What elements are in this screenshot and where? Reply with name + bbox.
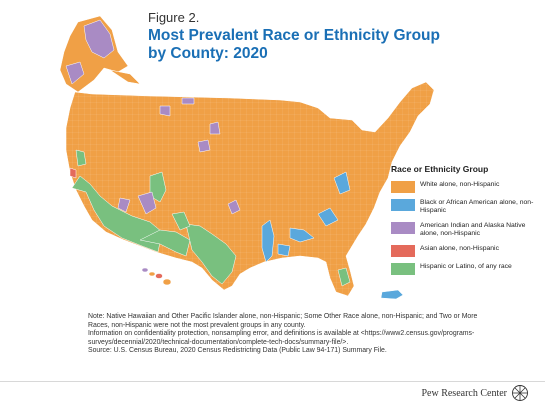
- legend-item-asian: Asian alone, non-Hispanic: [391, 244, 541, 257]
- contiguous-us: [65, 81, 435, 297]
- footer-divider: [0, 381, 545, 382]
- legend-label-hispanic: Hispanic or Latino, of any race: [420, 262, 512, 270]
- map-legend: Race or Ethnicity Group White alone, non…: [391, 164, 541, 281]
- figure-label: Figure 2.: [148, 10, 200, 25]
- legend-item-hispanic: Hispanic or Latino, of any race: [391, 262, 541, 275]
- legend-item-native: American Indian and Alaska Native alone,…: [391, 221, 541, 239]
- hawaii-region: [141, 267, 172, 286]
- legend-swatch-white: [391, 181, 415, 193]
- brand-name: Pew Research Center: [421, 388, 507, 399]
- legend-swatch-black: [391, 199, 415, 211]
- legend-label-native: American Indian and Alaska Native alone,…: [420, 221, 526, 238]
- legend-item-black: Black or African American alone, non-His…: [391, 199, 541, 216]
- legend-label-white: White alone, non-Hispanic: [420, 181, 500, 188]
- legend-label-black: Black or African American alone, non-His…: [420, 199, 534, 215]
- legend-title: Race or Ethnicity Group: [391, 164, 489, 174]
- legend-swatch-native: [391, 221, 415, 234]
- figure-title: Most Prevalent Race or Ethnicity Group b…: [148, 27, 440, 62]
- legend-label-asian: Asian alone, non-Hispanic: [420, 244, 499, 252]
- legend-swatch-asian: [391, 244, 415, 257]
- figure-notes: Note: Native Hawaiian and Other Pacific …: [88, 313, 498, 356]
- source-text: Source: U.S. Census Bureau, 2020 Census …: [88, 347, 387, 355]
- pew-logo-icon: [512, 385, 528, 401]
- legend-item-white: White alone, non-Hispanic: [391, 181, 541, 193]
- us-county-map: [59, 15, 435, 300]
- alaska-region: [59, 15, 141, 93]
- legend-swatch-hispanic: [391, 262, 415, 275]
- info-text: Information on confidentiality protectio…: [88, 330, 475, 346]
- note-text: Note: Native Hawaiian and Other Pacific …: [88, 313, 478, 329]
- puerto-rico-region: [380, 289, 404, 300]
